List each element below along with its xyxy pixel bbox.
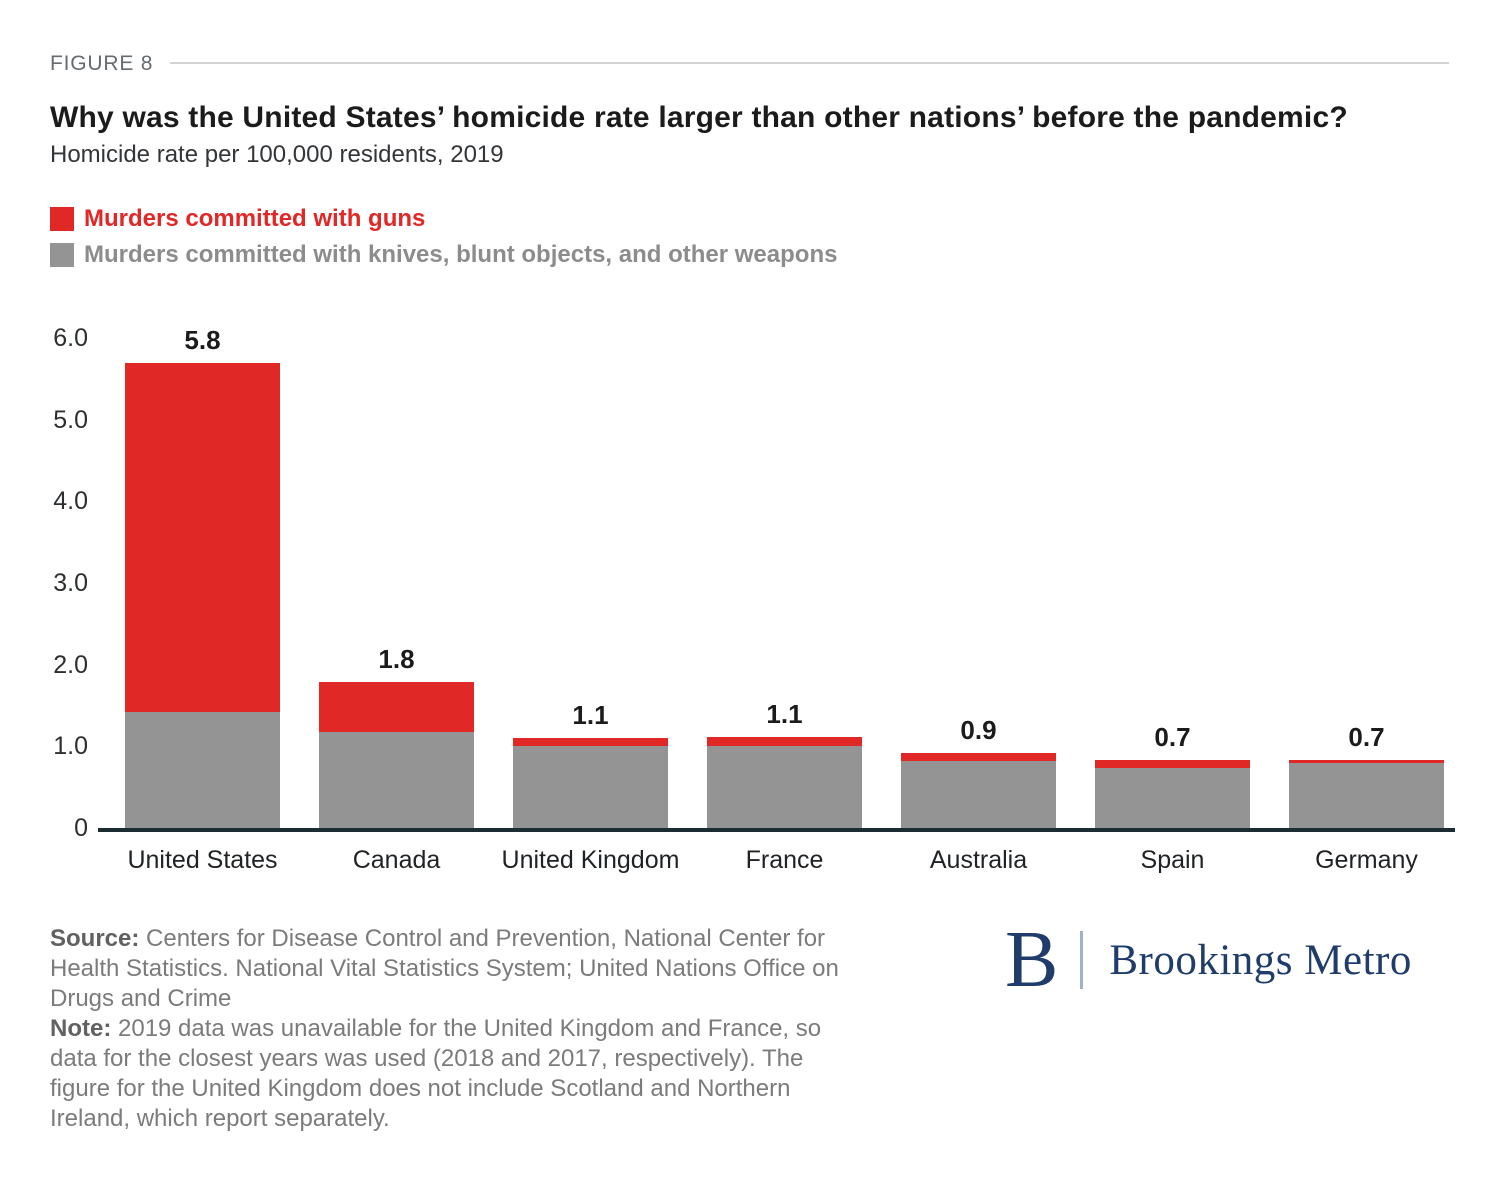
bar-segment-guns-united-kingdom	[513, 738, 668, 747]
y-axis-tick-1-0: 1.0	[53, 732, 88, 761]
footer-line-2: Health Statistics. National Vital Statis…	[50, 955, 839, 982]
footer-line-5: data for the closest years was used (201…	[50, 1045, 804, 1072]
legend-item-guns: Murders committed with guns	[50, 205, 837, 233]
footer-line-3: Drugs and Crime	[50, 985, 232, 1012]
source-note-block: Source: Centers for Disease Control and …	[50, 924, 970, 1134]
x-axis-label-spain: Spain	[1140, 846, 1205, 874]
footer-label: Source:	[50, 925, 140, 952]
figure-rule-divider	[170, 62, 1449, 64]
bar-france	[707, 737, 862, 828]
y-axis-tick-3-0: 3.0	[53, 569, 88, 597]
y-axis-tick-5-0: 5.0	[53, 405, 88, 434]
y-axis-tick-0: 0	[74, 814, 88, 842]
legend-item-other-weapons: Murders committed with knives, blunt obj…	[50, 241, 837, 269]
legend-swatch-guns-icon	[50, 207, 74, 231]
bar-value-label-australia: 0.9	[960, 714, 997, 745]
x-axis-label-united-kingdom: United Kingdom	[501, 846, 680, 874]
y-axis-tick-2-0: 2.0	[53, 650, 88, 679]
bar-segment-other-weapons-spain	[1095, 768, 1250, 828]
chart-legend: Murders committed with guns Murders comm…	[50, 205, 837, 269]
bar-segment-guns-france	[707, 737, 862, 746]
y-axis-tick-4-0: 4.0	[53, 487, 88, 516]
bar-segment-other-weapons-united-states	[125, 712, 280, 828]
bar-segment-guns-germany	[1289, 760, 1444, 764]
bar-united-kingdom	[513, 738, 668, 828]
chart-subtitle: Homicide rate per 100,000 residents, 201…	[50, 141, 504, 168]
footer-label: Note:	[50, 1015, 112, 1042]
bar-segment-guns-australia	[901, 752, 1056, 762]
legend-swatch-other-weapons-icon	[50, 243, 74, 267]
chart-title: Why was the United States’ homicide rate…	[50, 101, 1348, 134]
footer-line-6: figure for the United Kingdom does not i…	[50, 1075, 791, 1102]
bar-segment-guns-united-states	[125, 362, 280, 713]
footer-line-7: Ireland, which report separately.	[50, 1105, 390, 1132]
bar-spain	[1095, 760, 1250, 828]
x-axis-label-australia: Australia	[929, 846, 1028, 874]
bar-value-label-united-states: 5.8	[184, 324, 221, 355]
bar-value-label-france: 1.1	[766, 699, 803, 730]
bar-segment-other-weapons-france	[707, 745, 862, 828]
brookings-metro-logo: B Brookings Metro	[1005, 915, 1412, 1005]
figure-number-label: FIGURE 8	[50, 52, 154, 75]
logo-divider	[1080, 931, 1084, 989]
legend-label-guns: Murders committed with guns	[84, 205, 426, 232]
bar-value-label-germany: 0.7	[1348, 722, 1385, 753]
bar-united-states	[125, 362, 280, 829]
bar-value-label-spain: 0.7	[1154, 722, 1191, 753]
brookings-metro-wordmark: Brookings Metro	[1109, 936, 1412, 984]
bar-canada	[319, 681, 474, 828]
brookings-b-logo-icon: B	[1005, 916, 1059, 1004]
bar-segment-guns-spain	[1095, 760, 1250, 769]
legend-label-other-weapons: Murders committed with knives, blunt obj…	[84, 241, 838, 268]
bar-segment-guns-canada	[319, 681, 474, 733]
x-axis-label-united-states: United States	[127, 846, 278, 874]
footer-line-4: Note: 2019 data was unavailable for the …	[50, 1015, 822, 1042]
bar-germany	[1289, 760, 1444, 828]
bar-segment-other-weapons-australia	[901, 761, 1056, 828]
stacked-bar-chart: 6.0 5.0 4.0 3.0 2.0 1.0 0 5.8 United States 1.8 Ca…	[53, 324, 1455, 874]
x-axis-label-france: France	[745, 846, 824, 874]
x-axis-label-germany: Germany	[1315, 846, 1418, 874]
bar-australia	[901, 752, 1056, 828]
y-axis-tick-6-0: 6.0	[53, 324, 88, 352]
bar-value-label-canada: 1.8	[378, 643, 415, 674]
bar-segment-other-weapons-canada	[319, 732, 474, 828]
bar-value-label-united-kingdom: 1.1	[572, 700, 609, 731]
footer-line-1: Source: Centers for Disease Control and …	[50, 925, 826, 952]
bar-segment-other-weapons-united-kingdom	[513, 746, 668, 828]
bar-segment-other-weapons-germany	[1289, 763, 1444, 828]
x-axis-label-canada: Canada	[352, 846, 441, 874]
x-axis-line	[98, 828, 1455, 832]
